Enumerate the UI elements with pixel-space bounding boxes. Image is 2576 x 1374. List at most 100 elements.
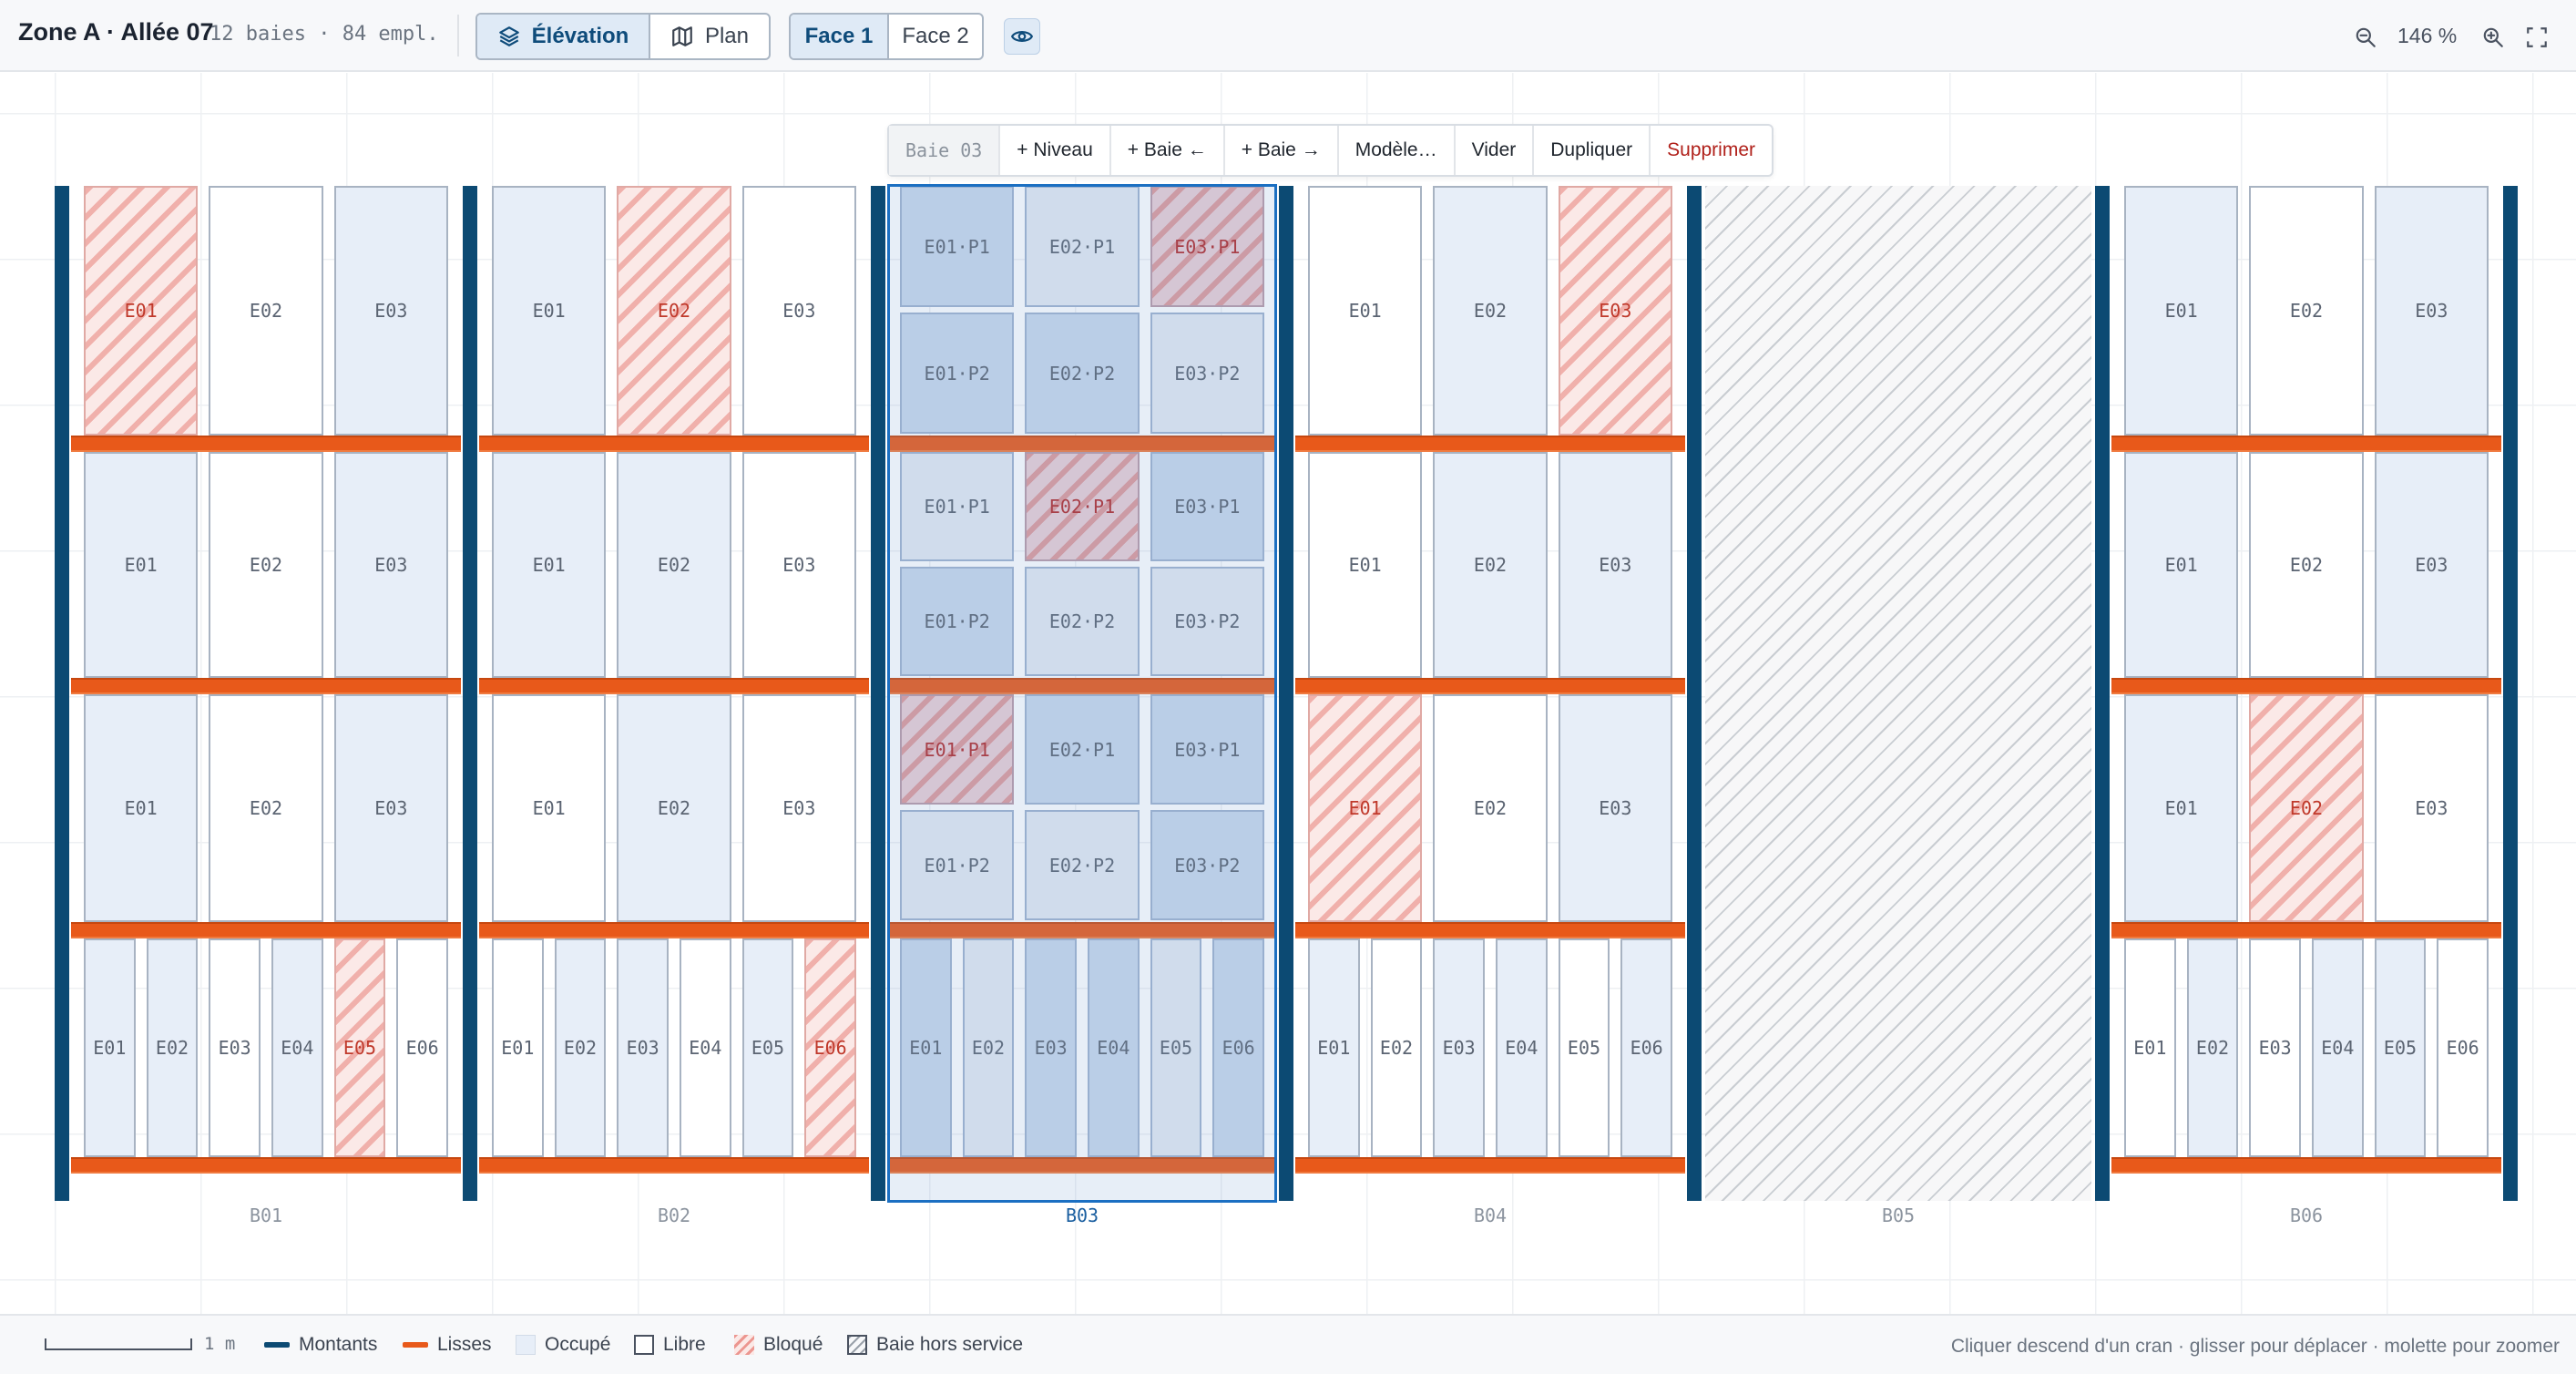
rack-slot[interactable]: E01 — [2124, 452, 2239, 678]
rack-slot[interactable]: E03 — [1558, 186, 1672, 436]
rack-slot[interactable]: E03 — [741, 694, 856, 922]
rack-slot[interactable]: E01 — [1308, 452, 1423, 678]
rack-slot[interactable]: E03 — [2374, 452, 2489, 678]
rack-slot[interactable]: E01 — [492, 186, 607, 436]
rack-slot[interactable]: E01 — [84, 452, 199, 678]
rack-slot[interactable]: E02 — [1433, 186, 1548, 436]
rack-slot[interactable]: E02 — [2249, 186, 2364, 436]
rack-slot[interactable]: E01·P2 — [900, 567, 1015, 676]
rack-slot[interactable]: E04 — [680, 938, 731, 1157]
add-level-button[interactable]: + Niveau — [998, 126, 1109, 175]
rack-slot[interactable]: E03·P1 — [1150, 694, 1264, 805]
rack-slot[interactable]: E04 — [2312, 938, 2364, 1157]
rack-slot[interactable]: E03·P2 — [1150, 313, 1264, 434]
rack-slot[interactable]: E01 — [84, 694, 199, 922]
rack-slot[interactable]: E01 — [2124, 938, 2176, 1157]
bay-out-of-service[interactable] — [1705, 186, 2091, 1201]
rack-slot[interactable]: E03 — [1558, 694, 1672, 922]
template-button[interactable]: Modèle… — [1336, 126, 1454, 175]
rack-slot[interactable]: E01 — [2124, 186, 2239, 436]
zoom-in-button[interactable] — [2478, 22, 2509, 53]
rack-slot[interactable]: E06 — [1620, 938, 1672, 1157]
rack-slot[interactable]: E06 — [396, 938, 448, 1157]
rack-slot[interactable]: E03 — [1558, 452, 1672, 678]
rack-slot[interactable]: E03 — [1025, 938, 1077, 1157]
rack-slot[interactable]: E03 — [2249, 938, 2301, 1157]
selected-bay-frame[interactable] — [887, 184, 1277, 1203]
rack-slot[interactable]: E02 — [209, 452, 323, 678]
rack-slot[interactable]: E03 — [741, 186, 856, 436]
fullscreen-button[interactable] — [2521, 22, 2552, 53]
rack-slot[interactable]: E03 — [333, 694, 448, 922]
zoom-out-button[interactable] — [2350, 22, 2381, 53]
rack-slot[interactable]: E03 — [333, 452, 448, 678]
rack-slot[interactable]: E02 — [962, 938, 1015, 1157]
rack-slot[interactable]: E02 — [2249, 452, 2364, 678]
rack-slot[interactable]: E02·P2 — [1025, 567, 1140, 676]
rack-slot[interactable]: E03 — [333, 186, 448, 436]
rack-slot[interactable]: E01·P2 — [900, 313, 1015, 434]
rack-slot[interactable]: E02·P1 — [1025, 694, 1140, 805]
rack-slot[interactable]: E01 — [84, 186, 199, 436]
rack-slot[interactable]: E02 — [2249, 694, 2364, 922]
rack-slot[interactable]: E01 — [492, 452, 607, 678]
rack-slot[interactable]: E05 — [1150, 938, 1202, 1157]
rack-slot[interactable]: E02 — [146, 938, 199, 1157]
rack-slot[interactable]: E02·P2 — [1025, 313, 1140, 434]
rack-slot[interactable]: E03 — [741, 452, 856, 678]
face-2-button[interactable]: Face 2 — [887, 15, 982, 58]
rack-slot[interactable]: E02 — [554, 938, 607, 1157]
rack-slot[interactable]: E02 — [2186, 938, 2239, 1157]
add-bay-left-button[interactable]: + Baie ← — [1109, 126, 1223, 175]
rack-slot[interactable]: E03·P2 — [1150, 810, 1264, 920]
rack-slot[interactable]: E01 — [492, 938, 544, 1157]
rack-slot[interactable]: E01·P1 — [900, 186, 1015, 307]
rack-slot[interactable]: E02·P1 — [1025, 452, 1140, 561]
rack-slot[interactable]: E01 — [1308, 694, 1423, 922]
rack-slot[interactable]: E06 — [1212, 938, 1264, 1157]
rack-slot[interactable]: E02 — [617, 452, 731, 678]
duplicate-bay-button[interactable]: Dupliquer — [1532, 126, 1649, 175]
rack-slot[interactable]: E01 — [1308, 186, 1423, 436]
rack-slot[interactable]: E03·P1 — [1150, 186, 1264, 307]
rack-slot[interactable]: E06 — [2437, 938, 2489, 1157]
rack-slot[interactable]: E04 — [1496, 938, 1548, 1157]
rack-slot[interactable]: E03 — [1433, 938, 1485, 1157]
rack-slot[interactable]: E01 — [2124, 694, 2239, 922]
rack-slot[interactable]: E02·P2 — [1025, 810, 1140, 920]
rack-slot[interactable]: E01 — [492, 694, 607, 922]
rack-slot[interactable]: E01 — [84, 938, 136, 1157]
rack-slot[interactable]: E03 — [2374, 694, 2489, 922]
rack-slot[interactable]: E04 — [271, 938, 323, 1157]
rack-slot[interactable]: E02 — [209, 186, 323, 436]
rack-slot[interactable]: E06 — [804, 938, 856, 1157]
rack-slot[interactable]: E04 — [1088, 938, 1140, 1157]
add-bay-right-button[interactable]: + Baie → — [1222, 126, 1337, 175]
rack-slot[interactable]: E02 — [209, 694, 323, 922]
view-elevation-button[interactable]: Élévation — [477, 15, 649, 58]
view-plan-button[interactable]: Plan — [649, 15, 769, 58]
rack-slot[interactable]: E01·P1 — [900, 694, 1015, 805]
empty-bay-button[interactable]: Vider — [1453, 126, 1533, 175]
rack-slot[interactable]: E02·P1 — [1025, 186, 1140, 307]
rack-slot[interactable]: E03 — [617, 938, 669, 1157]
rack-slot[interactable]: E02 — [1433, 694, 1548, 922]
rack-slot[interactable]: E05 — [1558, 938, 1610, 1157]
rack-slot[interactable]: E01 — [1308, 938, 1360, 1157]
rack-slot[interactable]: E02 — [1433, 452, 1548, 678]
rack-slot[interactable]: E01·P2 — [900, 810, 1015, 920]
delete-bay-button[interactable]: Supprimer — [1649, 126, 1772, 175]
rack-slot[interactable]: E03 — [2374, 186, 2489, 436]
rack-slot[interactable]: E05 — [2374, 938, 2427, 1157]
rack-slot[interactable]: E05 — [333, 938, 386, 1157]
visibility-toggle-button[interactable] — [1004, 18, 1040, 55]
rack-slot[interactable]: E03·P2 — [1150, 567, 1264, 676]
rack-slot[interactable]: E02 — [1370, 938, 1423, 1157]
rack-slot[interactable]: E02 — [617, 186, 731, 436]
rack-slot[interactable]: E03 — [209, 938, 261, 1157]
rack-slot[interactable]: E05 — [741, 938, 794, 1157]
face-1-button[interactable]: Face 1 — [791, 15, 887, 58]
rack-slot[interactable]: E02 — [617, 694, 731, 922]
rack-slot[interactable]: E01 — [900, 938, 952, 1157]
elevation-canvas[interactable]: E01 E02 E03 E01 E02 E03 E01 E02 E03 E01 E02 E03 E04 E… — [0, 73, 2576, 1314]
